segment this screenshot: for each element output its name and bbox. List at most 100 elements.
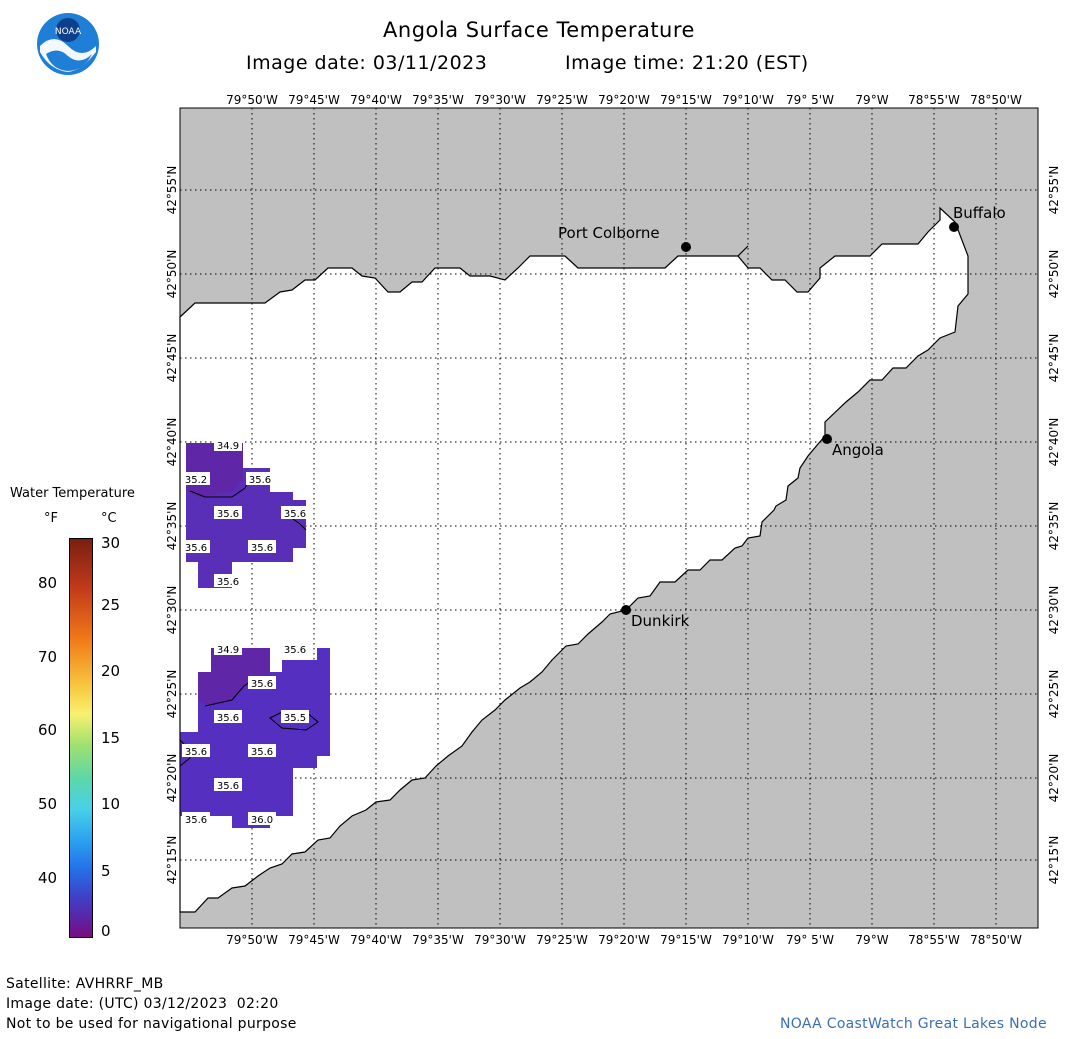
- svg-text:NOAA: NOAA: [55, 27, 82, 37]
- legend-c-tick: 30: [101, 534, 121, 552]
- lat-tick-label: 42°55'N: [1047, 166, 1061, 215]
- lon-tick-label: 79°15'W: [660, 93, 712, 107]
- lon-tick-label: 79°W: [855, 93, 888, 107]
- lon-tick-label: 79°40'W: [350, 93, 402, 107]
- legend-f-tick: 40: [38, 869, 58, 887]
- temperature-value-label: 35.6: [182, 744, 210, 758]
- legend-colorbar: [69, 538, 93, 938]
- legend-f-tick: 70: [38, 648, 58, 666]
- latitude-labels-left: 42°55'N 42°50'N 42°45'N 42°40'N 42°35'N 42°30…: [165, 166, 179, 885]
- lake-erie-water: [179, 206, 969, 913]
- noaa-logo-icon: NOAA: [37, 13, 99, 75]
- temperature-value-label: 35.6: [281, 642, 309, 656]
- svg-text:35.6: 35.6: [251, 747, 273, 758]
- lon-tick-label: 79°W: [855, 933, 888, 947]
- city-label: Angola: [832, 441, 884, 459]
- svg-text:35.6: 35.6: [217, 509, 239, 520]
- lat-tick-label: 42°25'N: [165, 670, 179, 719]
- credit-link[interactable]: NOAA CoastWatch Great Lakes Node: [780, 1016, 1047, 1032]
- lon-tick-label: 79°30'W: [474, 93, 526, 107]
- map-title: Angola Surface Temperature: [383, 18, 695, 42]
- map-frame: [179, 107, 1039, 929]
- temperature-value-label: 35.6: [248, 744, 276, 758]
- temperature-value-label: 35.6: [248, 676, 276, 690]
- lon-tick-label: 79°45'W: [288, 93, 340, 107]
- city-port-colborne: Port Colborne: [558, 224, 691, 252]
- image-time-label: Image time: 21:20 (EST): [565, 52, 809, 74]
- city-marker-icon: [949, 222, 959, 232]
- svg-text:35.5: 35.5: [284, 713, 306, 724]
- temperature-value-label: 35.6: [214, 506, 242, 520]
- lat-tick-label: 42°50'N: [1047, 250, 1061, 299]
- svg-text:35.6: 35.6: [185, 747, 207, 758]
- svg-text:35.6: 35.6: [217, 781, 239, 792]
- legend-f-tick: 80: [38, 574, 58, 592]
- isotherm-north-east: [292, 518, 307, 531]
- city-marker-icon: [822, 434, 832, 444]
- city-dunkirk: Dunkirk: [621, 605, 690, 630]
- lon-tick-label: 79°35'W: [412, 93, 464, 107]
- lon-tick-label: 79°25'W: [536, 933, 588, 947]
- lat-tick-label: 42°40'N: [165, 418, 179, 467]
- legend-c-tick: 15: [101, 729, 121, 747]
- lat-tick-label: 42°20'N: [1047, 754, 1061, 803]
- lat-tick-label: 42°35'N: [1047, 502, 1061, 551]
- city-angola: Angola: [822, 434, 884, 459]
- lon-tick-label: 79°50'W: [226, 93, 278, 107]
- legend-c-tick: 0: [101, 922, 111, 940]
- legend-c-tick: 10: [101, 795, 121, 813]
- utc-date-label: Image date: (UTC) 03/12/2023 02:20: [6, 996, 279, 1012]
- svg-text:34.9: 34.9: [217, 645, 239, 656]
- svg-text:34.9: 34.9: [217, 441, 239, 452]
- city-marker-icon: [621, 605, 631, 615]
- lon-tick-label: 79°30'W: [474, 933, 526, 947]
- city-buffalo: Buffalo: [949, 204, 1006, 232]
- svg-text:35.6: 35.6: [217, 713, 239, 724]
- svg-text:35.6: 35.6: [284, 645, 306, 656]
- noaa-logo: NOAA: [36, 12, 100, 76]
- lat-tick-label: 42°45'N: [165, 334, 179, 383]
- legend-title: Water Temperature: [10, 486, 135, 501]
- svg-text:35.2: 35.2: [185, 475, 207, 486]
- lon-tick-label: 79°45'W: [288, 933, 340, 947]
- lon-tick-label: 79°50'W: [226, 933, 278, 947]
- svg-text:35.6: 35.6: [217, 577, 239, 588]
- temperature-value-label: 34.9: [214, 438, 242, 452]
- svg-text:35.6: 35.6: [251, 679, 273, 690]
- svg-text:36.0: 36.0: [251, 815, 273, 826]
- city-marker-icon: [681, 242, 691, 252]
- longitude-labels-bottom: 79°50'W 79°45'W 79°40'W 79°35'W 79°30'W 79°25…: [226, 933, 1022, 947]
- latitude-labels-right: 42°55'N 42°50'N 42°45'N 42°40'N 42°35'N 42°30…: [1047, 166, 1061, 885]
- svg-text:35.6: 35.6: [251, 543, 273, 554]
- temperature-value-label: 35.6: [214, 574, 242, 588]
- lon-tick-label: 79°10'W: [722, 93, 774, 107]
- lat-tick-label: 42°50'N: [165, 250, 179, 299]
- svg-text:35.6: 35.6: [284, 509, 306, 520]
- svg-text:35.6: 35.6: [185, 815, 207, 826]
- lon-tick-label: 79° 5'W: [786, 933, 834, 947]
- lon-tick-label: 78°50'W: [970, 933, 1022, 947]
- lon-tick-label: 78°55'W: [908, 93, 960, 107]
- image-date-label: Image date: 03/11/2023: [246, 52, 488, 74]
- temperature-value-label: 35.6: [182, 812, 210, 826]
- lat-tick-label: 42°20'N: [165, 754, 179, 803]
- temperature-value-label: 35.5: [281, 710, 309, 724]
- temperature-value-label: 35.6: [182, 540, 210, 554]
- legend-c-tick: 20: [101, 662, 121, 680]
- lon-tick-label: 79°20'W: [598, 933, 650, 947]
- svg-text:35.6: 35.6: [249, 475, 271, 486]
- lon-tick-label: 78°55'W: [908, 933, 960, 947]
- lon-tick-label: 79°10'W: [722, 933, 774, 947]
- temperature-value-label: 36.0: [248, 812, 276, 826]
- lon-tick-label: 78°50'W: [970, 93, 1022, 107]
- lat-tick-label: 42°30'N: [1047, 586, 1061, 635]
- temperature-value-label: 34.9: [214, 642, 242, 656]
- lat-tick-label: 42°40'N: [1047, 418, 1061, 467]
- lat-tick-label: 42°15'N: [165, 836, 179, 885]
- lat-tick-label: 42°15'N: [1047, 836, 1061, 885]
- city-label: Buffalo: [953, 204, 1006, 222]
- legend-c-tick: 5: [101, 862, 111, 880]
- temperature-value-label: 35.6: [214, 710, 242, 724]
- temperature-value-label: 35.2: [182, 472, 210, 486]
